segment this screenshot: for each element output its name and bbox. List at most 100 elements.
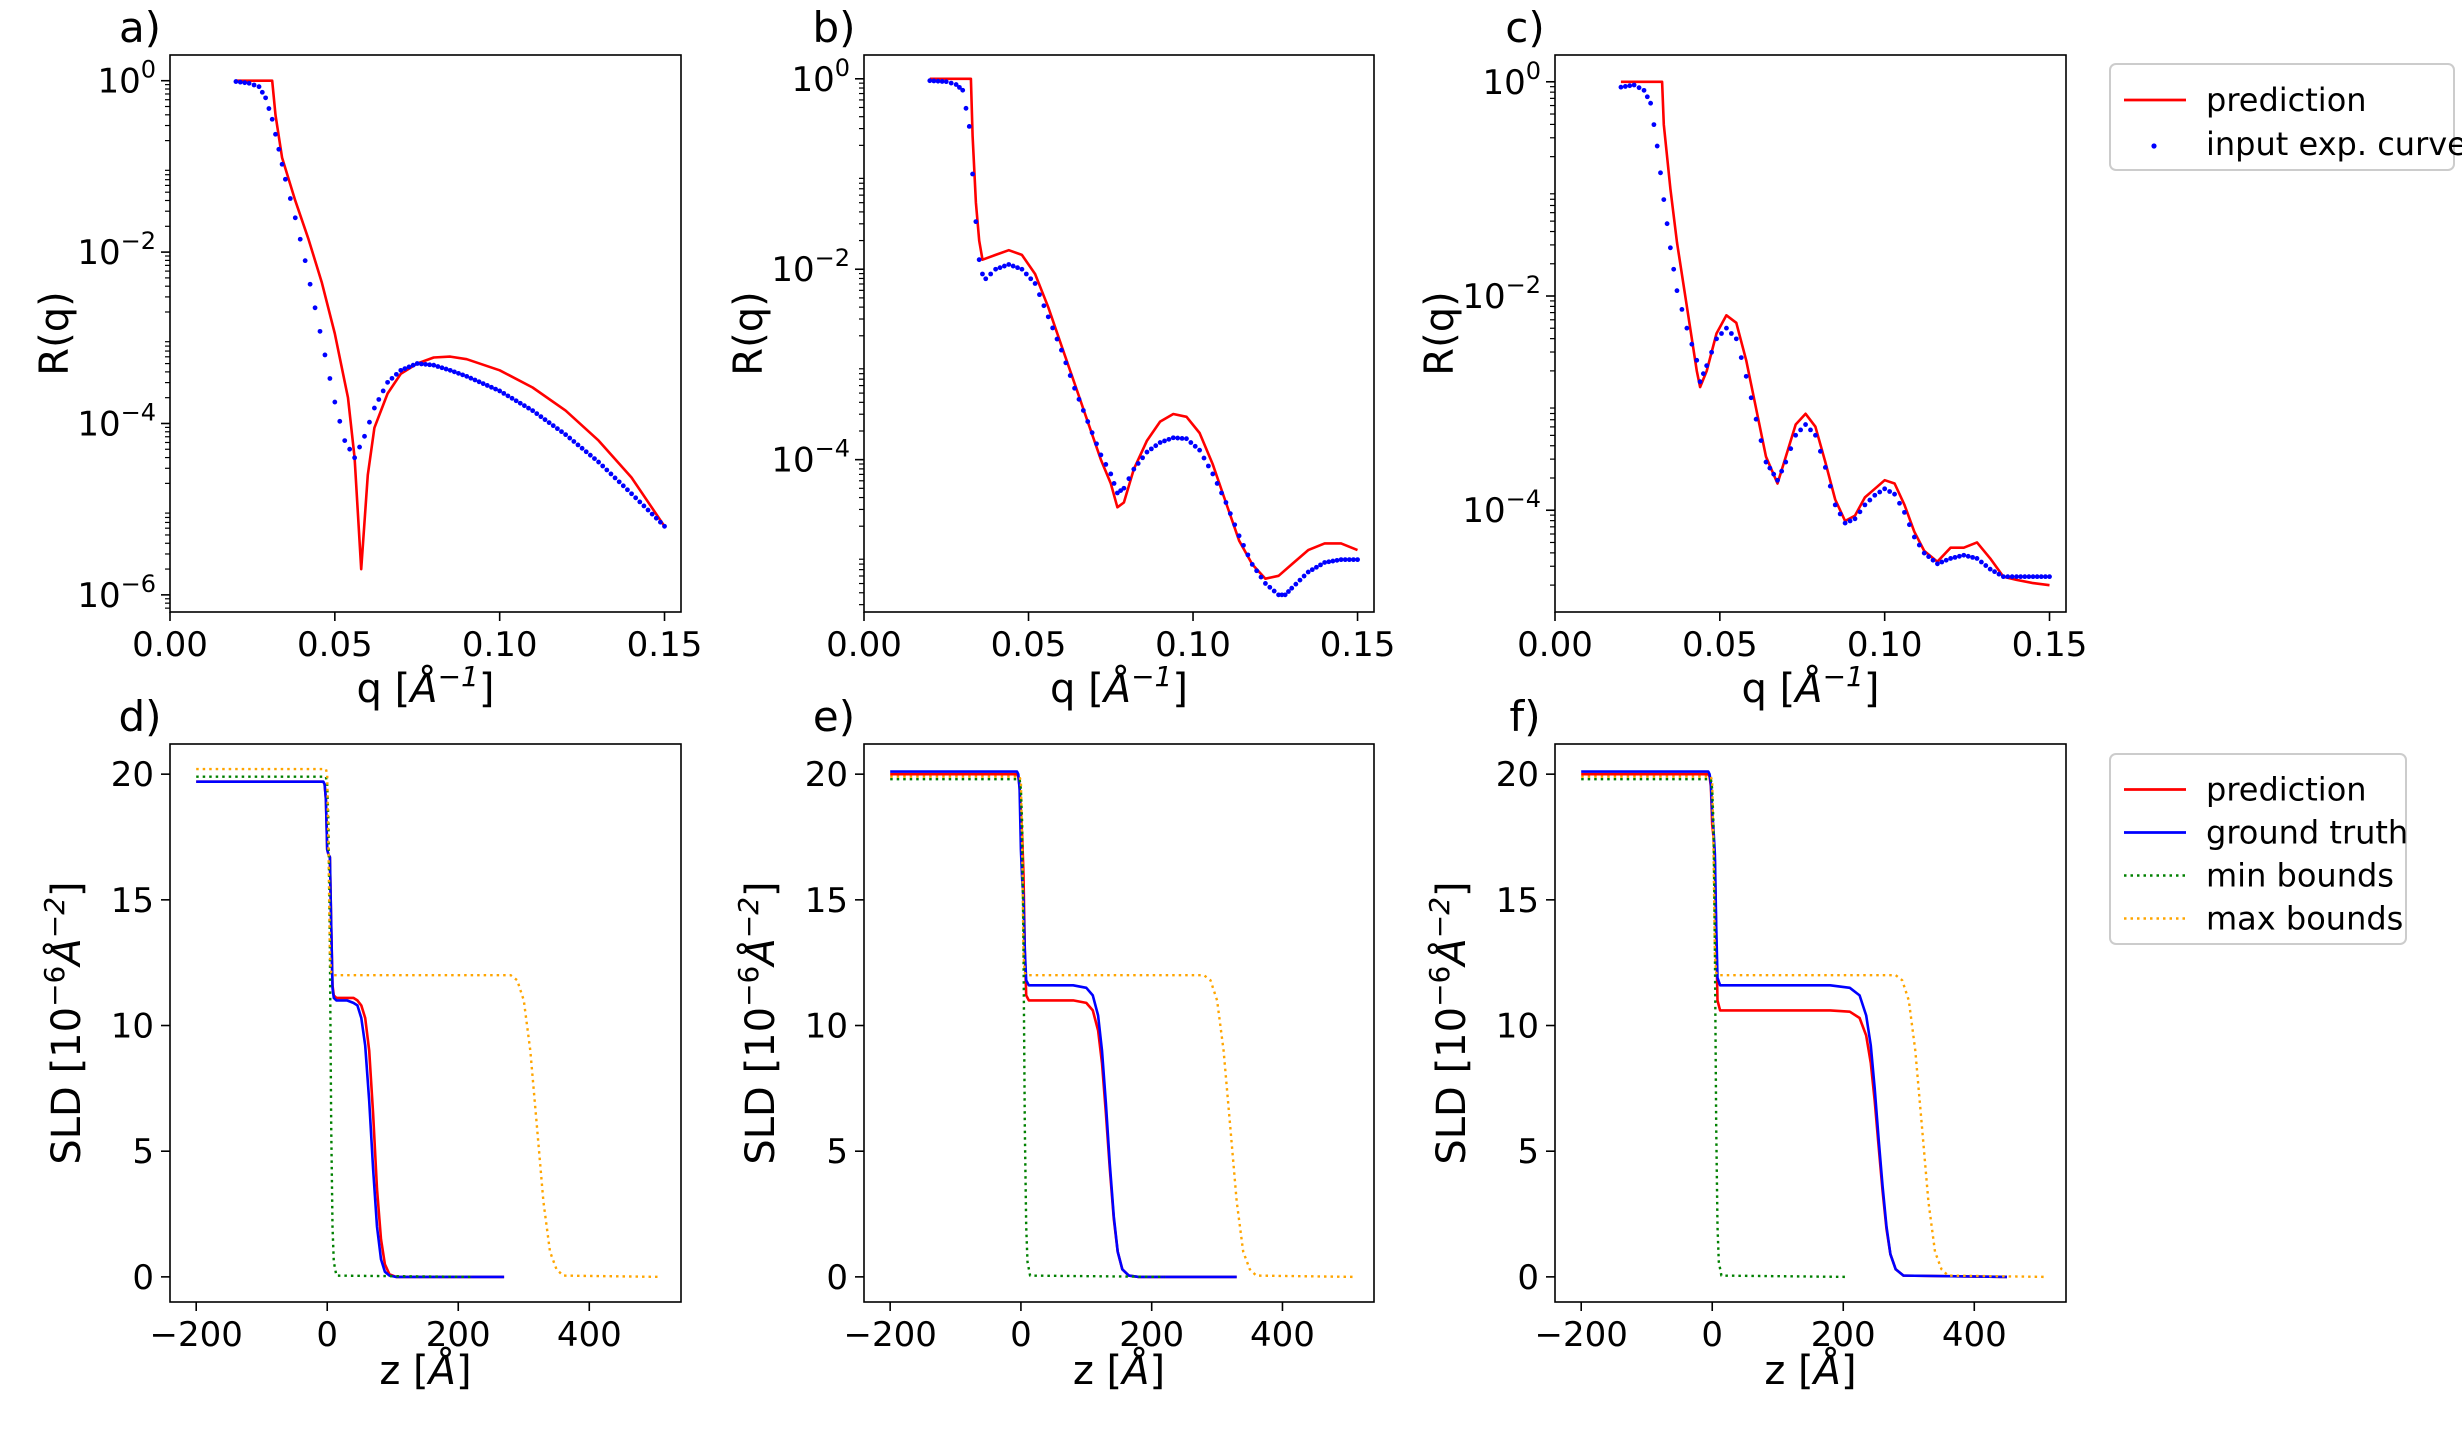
data-point — [1135, 461, 1141, 466]
data-point — [497, 388, 503, 394]
series-prediction-line — [890, 772, 1237, 1279]
data-point — [342, 438, 348, 444]
data-point — [489, 384, 494, 390]
data-point — [1166, 436, 1172, 442]
y-axis-label-close: ] — [44, 881, 90, 897]
data-point — [1041, 303, 1047, 309]
data-point — [431, 362, 437, 368]
data-point — [526, 405, 531, 411]
data-point — [993, 266, 999, 272]
data-point — [608, 471, 614, 477]
data-point — [1658, 170, 1663, 176]
series-min-bounds-line — [890, 778, 1165, 1279]
data-point — [1648, 100, 1654, 106]
x-tick-label: 400 — [557, 1315, 622, 1355]
data-point — [2005, 574, 2011, 580]
data-point — [332, 399, 338, 405]
data-point — [563, 432, 569, 438]
y-tick-exponent: −4 — [1506, 485, 1541, 513]
data-point — [1788, 446, 1794, 452]
data-point — [571, 439, 577, 444]
y-tick-base: 10 — [1462, 491, 1505, 531]
data-point — [468, 375, 474, 381]
data-point — [1162, 438, 1167, 444]
data-point — [633, 495, 639, 501]
data-point — [414, 361, 420, 366]
data-point — [550, 423, 556, 429]
data-point — [567, 435, 573, 441]
data-point — [1334, 557, 1340, 563]
x-axis-label-unit: Å — [426, 1346, 456, 1394]
panel-label: a) — [119, 3, 161, 52]
data-point — [579, 445, 585, 451]
data-point — [1114, 490, 1120, 496]
x-tick-label: 0.00 — [1517, 625, 1593, 665]
legend-item: ground truth — [2124, 814, 2408, 852]
data-point — [352, 455, 358, 461]
data-point — [1263, 581, 1268, 586]
x-tick-label: 200 — [1119, 1315, 1184, 1355]
data-point — [1028, 276, 1034, 282]
data-point — [546, 420, 552, 426]
plot-area — [233, 79, 667, 571]
x-axis-label-unit: Å — [1119, 1346, 1149, 1394]
data-point — [1763, 459, 1769, 465]
data-point — [307, 281, 313, 287]
x-axis-label: q [Å−1] — [357, 660, 495, 712]
data-point — [592, 456, 597, 462]
data-point — [1076, 396, 1082, 402]
y-tick-exponent: −4 — [121, 398, 156, 426]
legend-frame — [2109, 63, 2455, 171]
data-point — [1121, 485, 1127, 491]
data-point — [542, 417, 548, 423]
data-point — [451, 369, 457, 375]
plot-area — [927, 77, 1360, 598]
data-point — [435, 364, 441, 369]
data-point — [600, 463, 606, 469]
data-point — [1793, 432, 1799, 438]
data-point — [583, 449, 589, 455]
y-tick-base: 10 — [77, 576, 120, 616]
data-point — [943, 79, 949, 85]
data-point — [1085, 419, 1091, 424]
axes-frame — [1554, 743, 2067, 1303]
data-point — [1175, 435, 1181, 441]
series-min-bounds-line — [1581, 778, 1847, 1279]
data-point — [980, 271, 985, 277]
data-point — [398, 367, 404, 373]
data-point — [1197, 447, 1203, 453]
data-point — [1743, 373, 1749, 379]
data-point — [1961, 552, 1967, 558]
data-point — [1346, 557, 1352, 563]
legend-item: max bounds — [2124, 900, 2403, 938]
y-axis-label-exponent: −6 — [732, 966, 765, 1007]
x-axis-label: z [Å] — [1764, 1346, 1856, 1394]
data-point — [1978, 559, 1984, 565]
y-tick-label: 20 — [1496, 755, 1539, 795]
legend-sld: prediction ground truth min bounds max boun… — [2109, 753, 2408, 945]
plot-area — [890, 770, 1355, 1279]
data-point — [1738, 355, 1744, 361]
data-point — [1279, 592, 1285, 598]
y-axis-label-unit: Å — [1427, 938, 1475, 968]
y-axis-label: SLD [10−6Å−2] — [732, 881, 784, 1164]
data-point — [645, 507, 651, 513]
y-tick-base: 10 — [77, 404, 120, 444]
y-axis-label: SLD [10−6Å−2] — [1423, 881, 1475, 1164]
legend-item: min bounds — [2124, 857, 2394, 895]
data-point — [251, 82, 257, 88]
data-point — [1045, 314, 1051, 320]
legend-label: input exp. curve — [2206, 125, 2462, 163]
plot-area — [196, 767, 662, 1279]
data-point — [973, 219, 979, 225]
data-point — [1684, 325, 1690, 331]
data-point — [1887, 489, 1893, 494]
axes-frame — [863, 743, 1375, 1303]
x-tick-label: −200 — [150, 1315, 243, 1355]
data-point — [279, 161, 285, 167]
data-point — [1282, 592, 1288, 598]
data-point — [501, 390, 507, 396]
x-tick-label: 0 — [1010, 1315, 1032, 1355]
data-point — [1983, 563, 1989, 568]
